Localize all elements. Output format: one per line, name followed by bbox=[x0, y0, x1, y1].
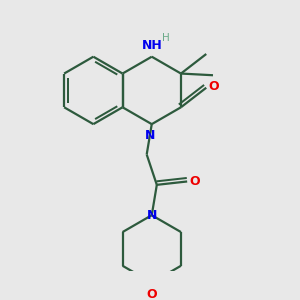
Text: H: H bbox=[162, 33, 170, 43]
Text: NH: NH bbox=[141, 39, 162, 52]
Text: O: O bbox=[189, 175, 200, 188]
Text: N: N bbox=[147, 209, 157, 222]
Text: O: O bbox=[208, 80, 219, 93]
Text: O: O bbox=[146, 288, 157, 300]
Text: N: N bbox=[145, 129, 156, 142]
